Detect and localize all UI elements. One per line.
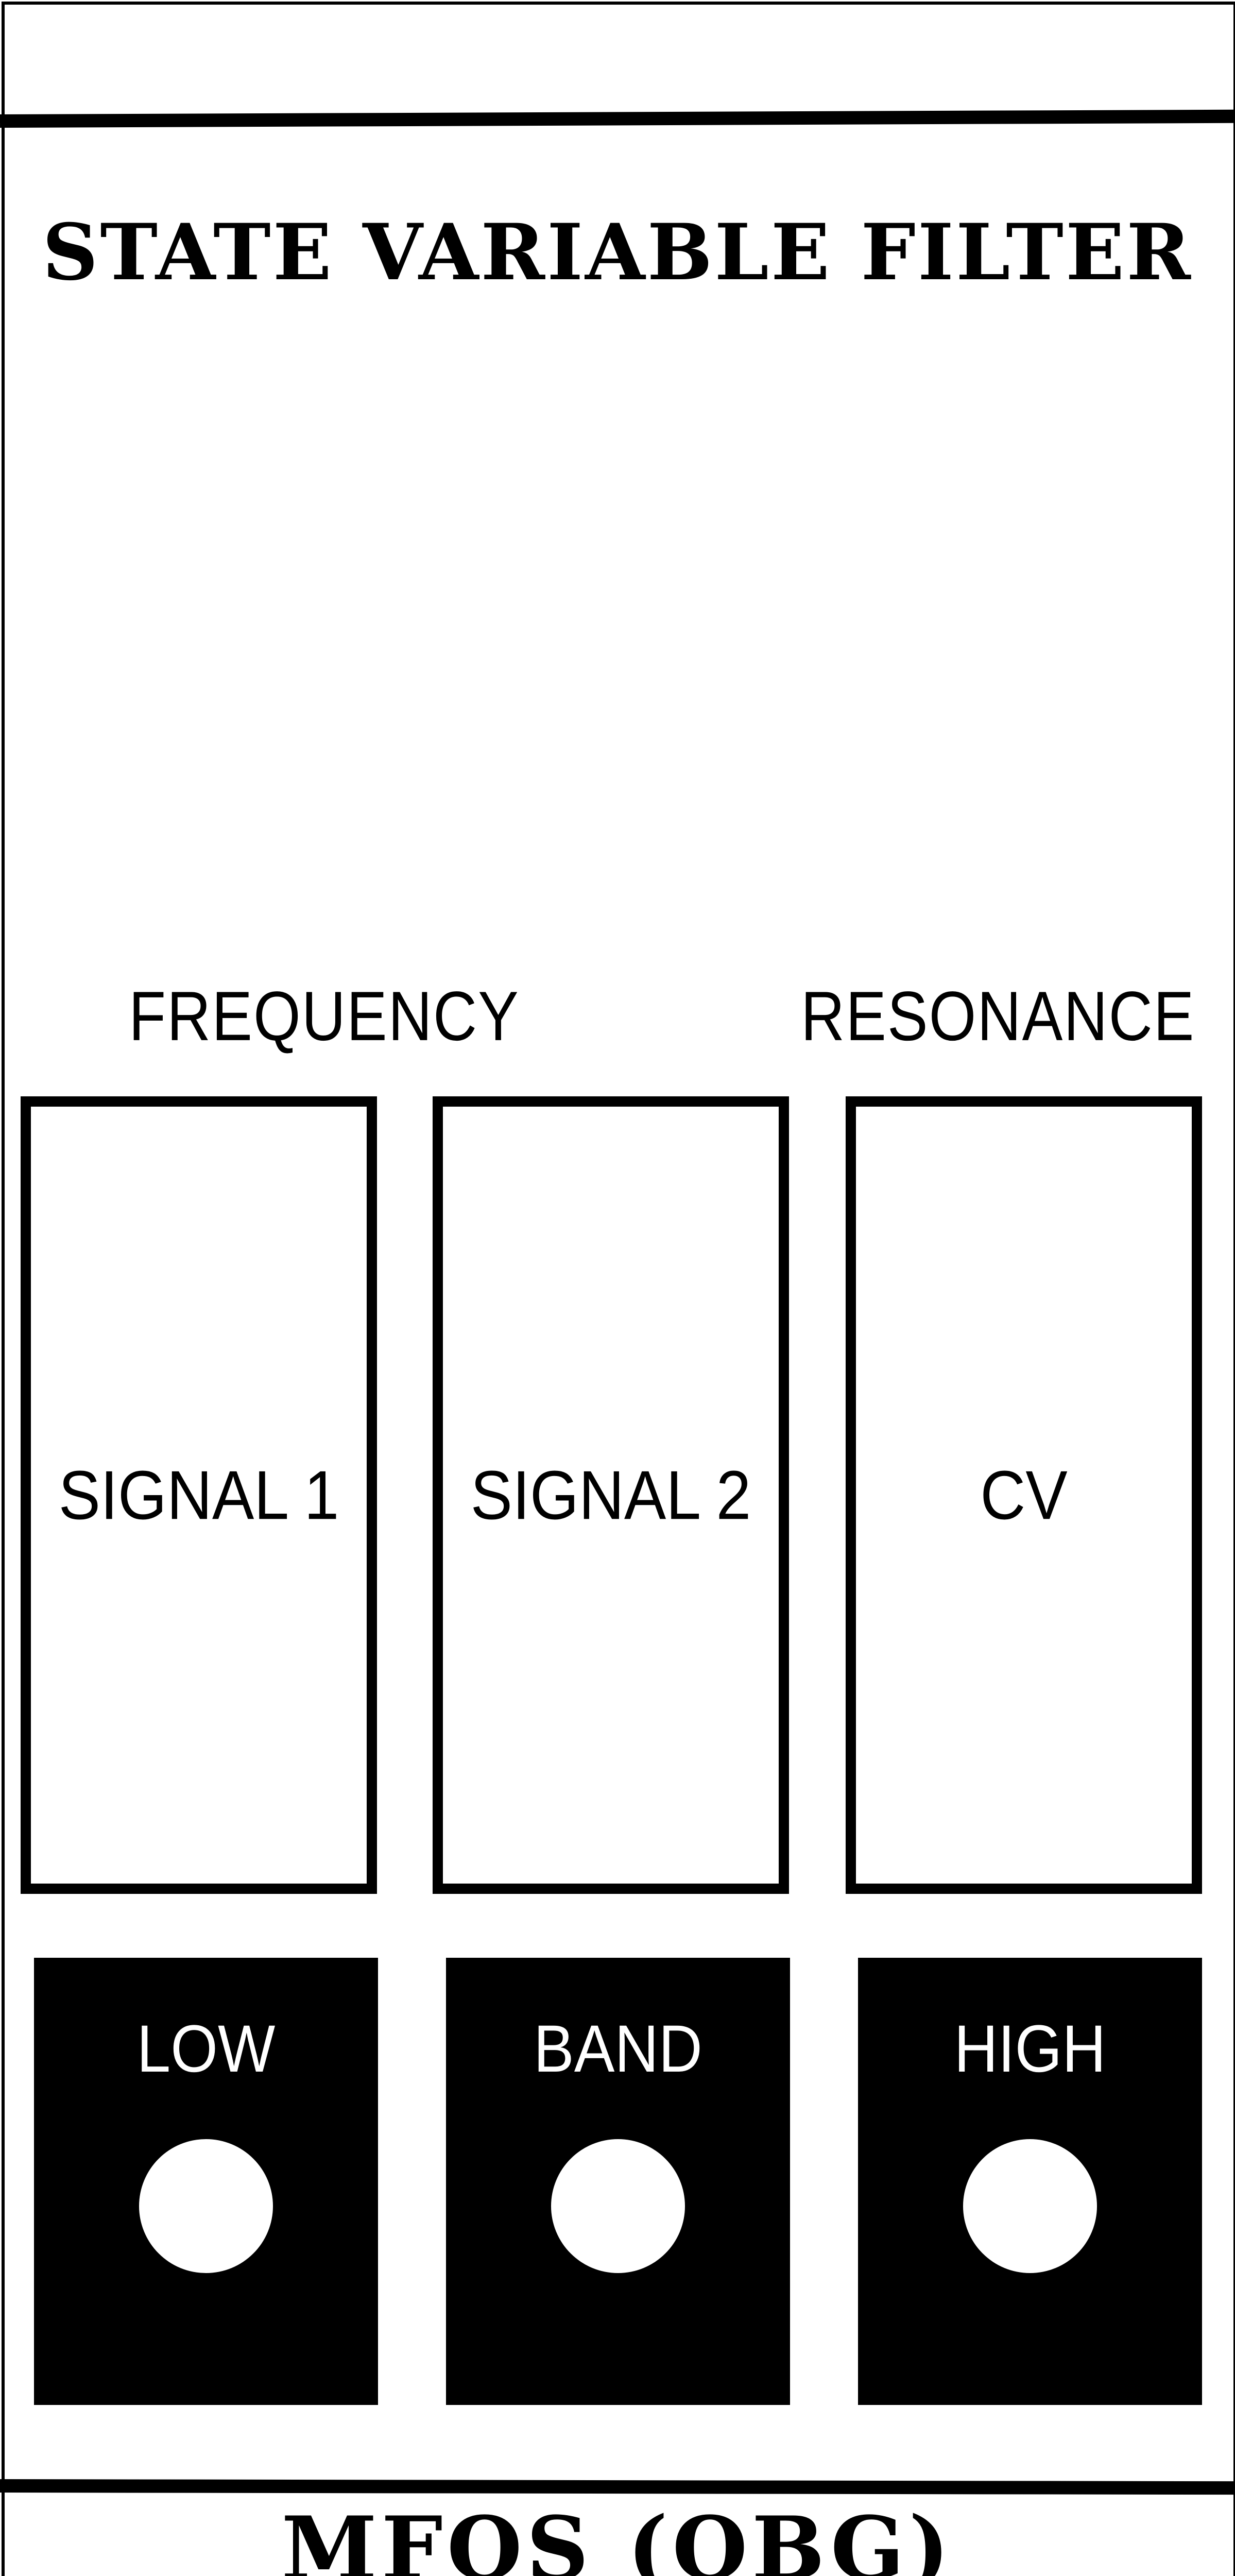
frequency-knob-label: FREQUENCY: [129, 977, 520, 1056]
band-output-block: BAND: [446, 1958, 790, 2405]
cv-label: CV: [980, 1456, 1068, 1534]
high-output-label: HIGH: [954, 2011, 1106, 2087]
cv-input-jack[interactable]: CV: [846, 1096, 1202, 1894]
signal-1-label: SIGNAL 1: [58, 1456, 339, 1534]
high-output-block: HIGH: [858, 1958, 1202, 2405]
band-output-jack[interactable]: [551, 2139, 685, 2273]
resonance-knob-label: RESONANCE: [801, 977, 1195, 1056]
low-output-block: LOW: [34, 1958, 378, 2405]
bottom-mounting-rail: [0, 2479, 1235, 2495]
signal-2-label: SIGNAL 2: [470, 1456, 751, 1534]
maker-footer: MFOS (OBG): [281, 2497, 954, 2576]
signal-1-input-jack[interactable]: SIGNAL 1: [21, 1096, 377, 1894]
low-output-label: LOW: [136, 2011, 276, 2087]
low-output-jack[interactable]: [139, 2139, 273, 2273]
high-output-jack[interactable]: [963, 2139, 1097, 2273]
band-output-label: BAND: [534, 2011, 702, 2087]
module-title: STATE VARIABLE FILTER: [42, 207, 1193, 298]
signal-2-input-jack[interactable]: SIGNAL 2: [433, 1096, 789, 1894]
